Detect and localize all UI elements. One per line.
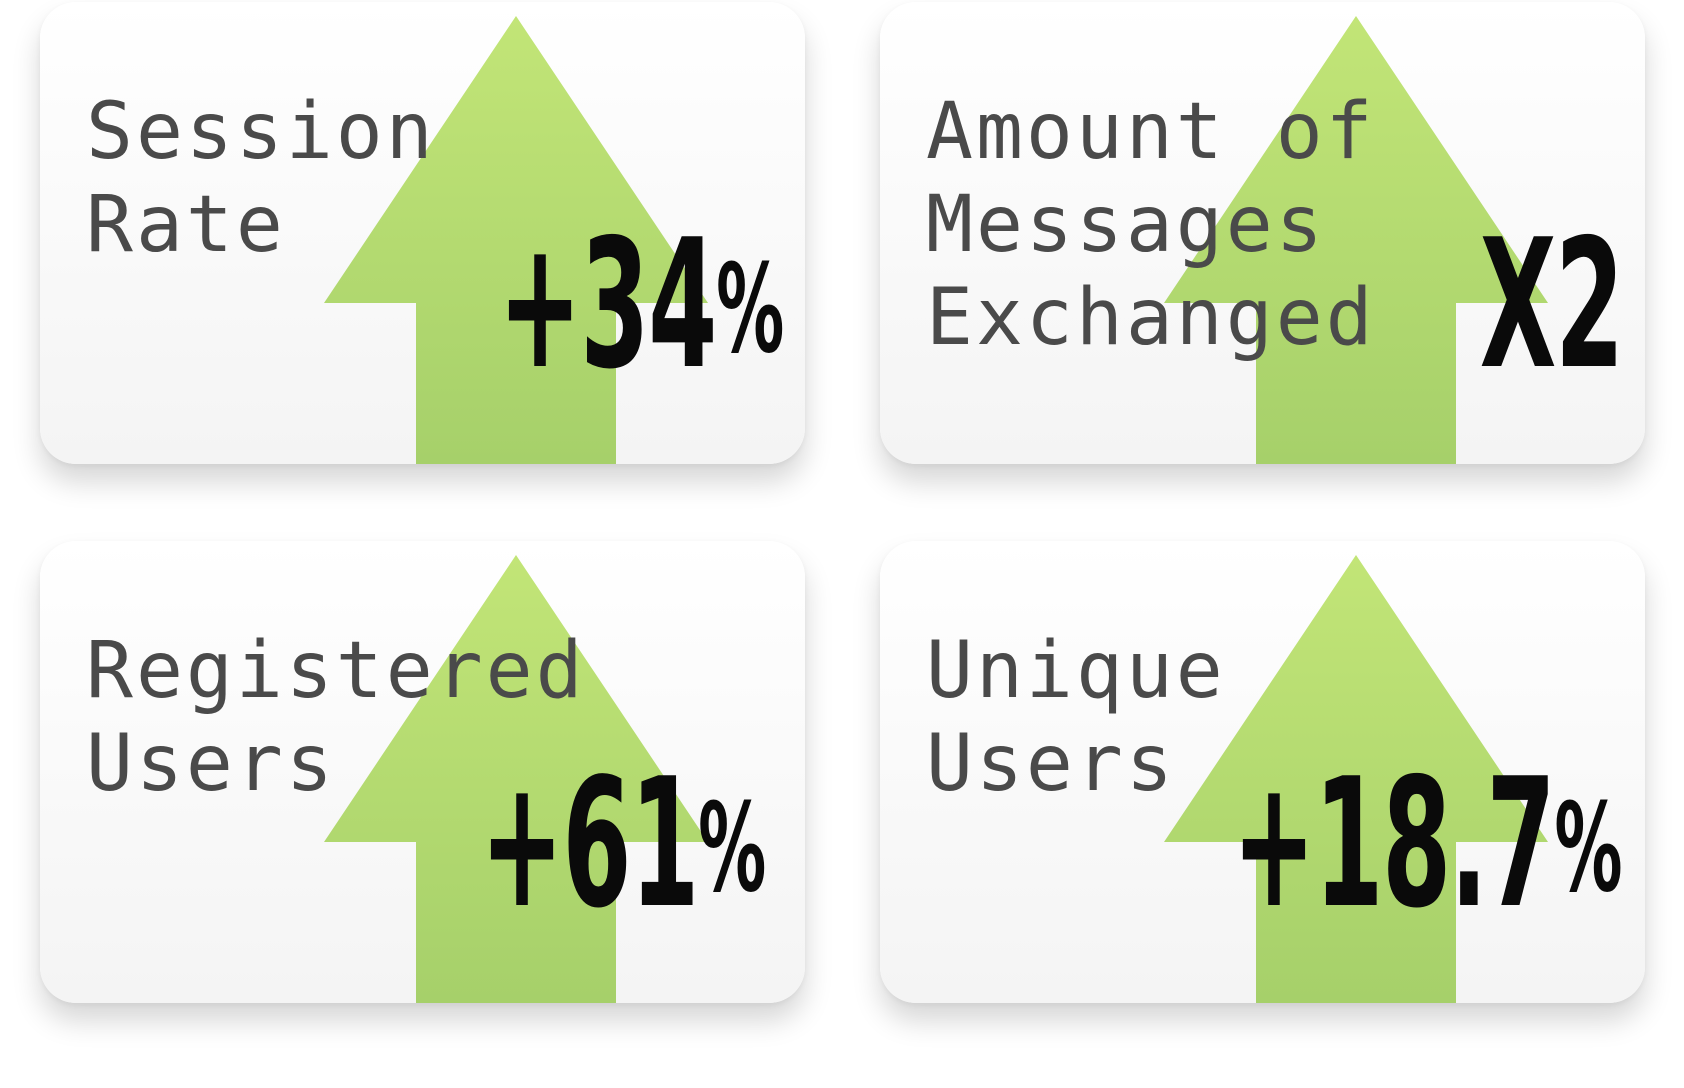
- stat-value-unit: %: [1554, 777, 1622, 920]
- stat-card-unique-users: Unique Users +18.7%: [880, 541, 1645, 1003]
- up-arrow-icon: [324, 555, 708, 1003]
- stat-label-line: Users: [86, 719, 336, 809]
- up-arrow-icon: [1164, 16, 1548, 464]
- stat-label-line: Unique: [926, 626, 1226, 716]
- stat-label-line: Messages: [926, 180, 1326, 270]
- stat-card-messages-exchanged: Amount of Messages Exchanged X2: [880, 2, 1645, 464]
- stat-label-line: Rate: [86, 180, 286, 270]
- stat-label: Amount of Messages Exchanged: [926, 86, 1376, 365]
- stat-card-registered-users: Registered Users +61%: [40, 541, 805, 1003]
- stat-value-number: X2: [1479, 201, 1624, 408]
- stat-value: X2: [1480, 216, 1624, 398]
- stat-value-number: +18.7: [1232, 740, 1555, 947]
- stat-label: Unique Users: [926, 625, 1226, 811]
- stat-label-line: Users: [926, 719, 1176, 809]
- up-arrow-icon: [324, 16, 708, 464]
- stat-value: +34%: [498, 216, 784, 398]
- stat-value-number: +61: [480, 740, 699, 947]
- stat-label-line: Amount of: [926, 87, 1376, 177]
- stat-value-number: +34: [498, 201, 717, 408]
- stat-label: Session Rate: [86, 86, 436, 272]
- up-arrow-icon: [1164, 555, 1548, 1003]
- stat-card-session-rate: Session Rate +34%: [40, 2, 805, 464]
- stat-label-line: Registered: [86, 626, 586, 716]
- stat-value: +61%: [480, 755, 766, 937]
- stat-label-line: Exchanged: [926, 273, 1376, 363]
- stat-value: +18.7%: [1232, 755, 1622, 937]
- stat-label-line: Session: [86, 87, 436, 177]
- stat-label: Registered Users: [86, 625, 586, 811]
- stat-value-unit: %: [698, 777, 766, 920]
- stat-value-unit: %: [716, 238, 784, 381]
